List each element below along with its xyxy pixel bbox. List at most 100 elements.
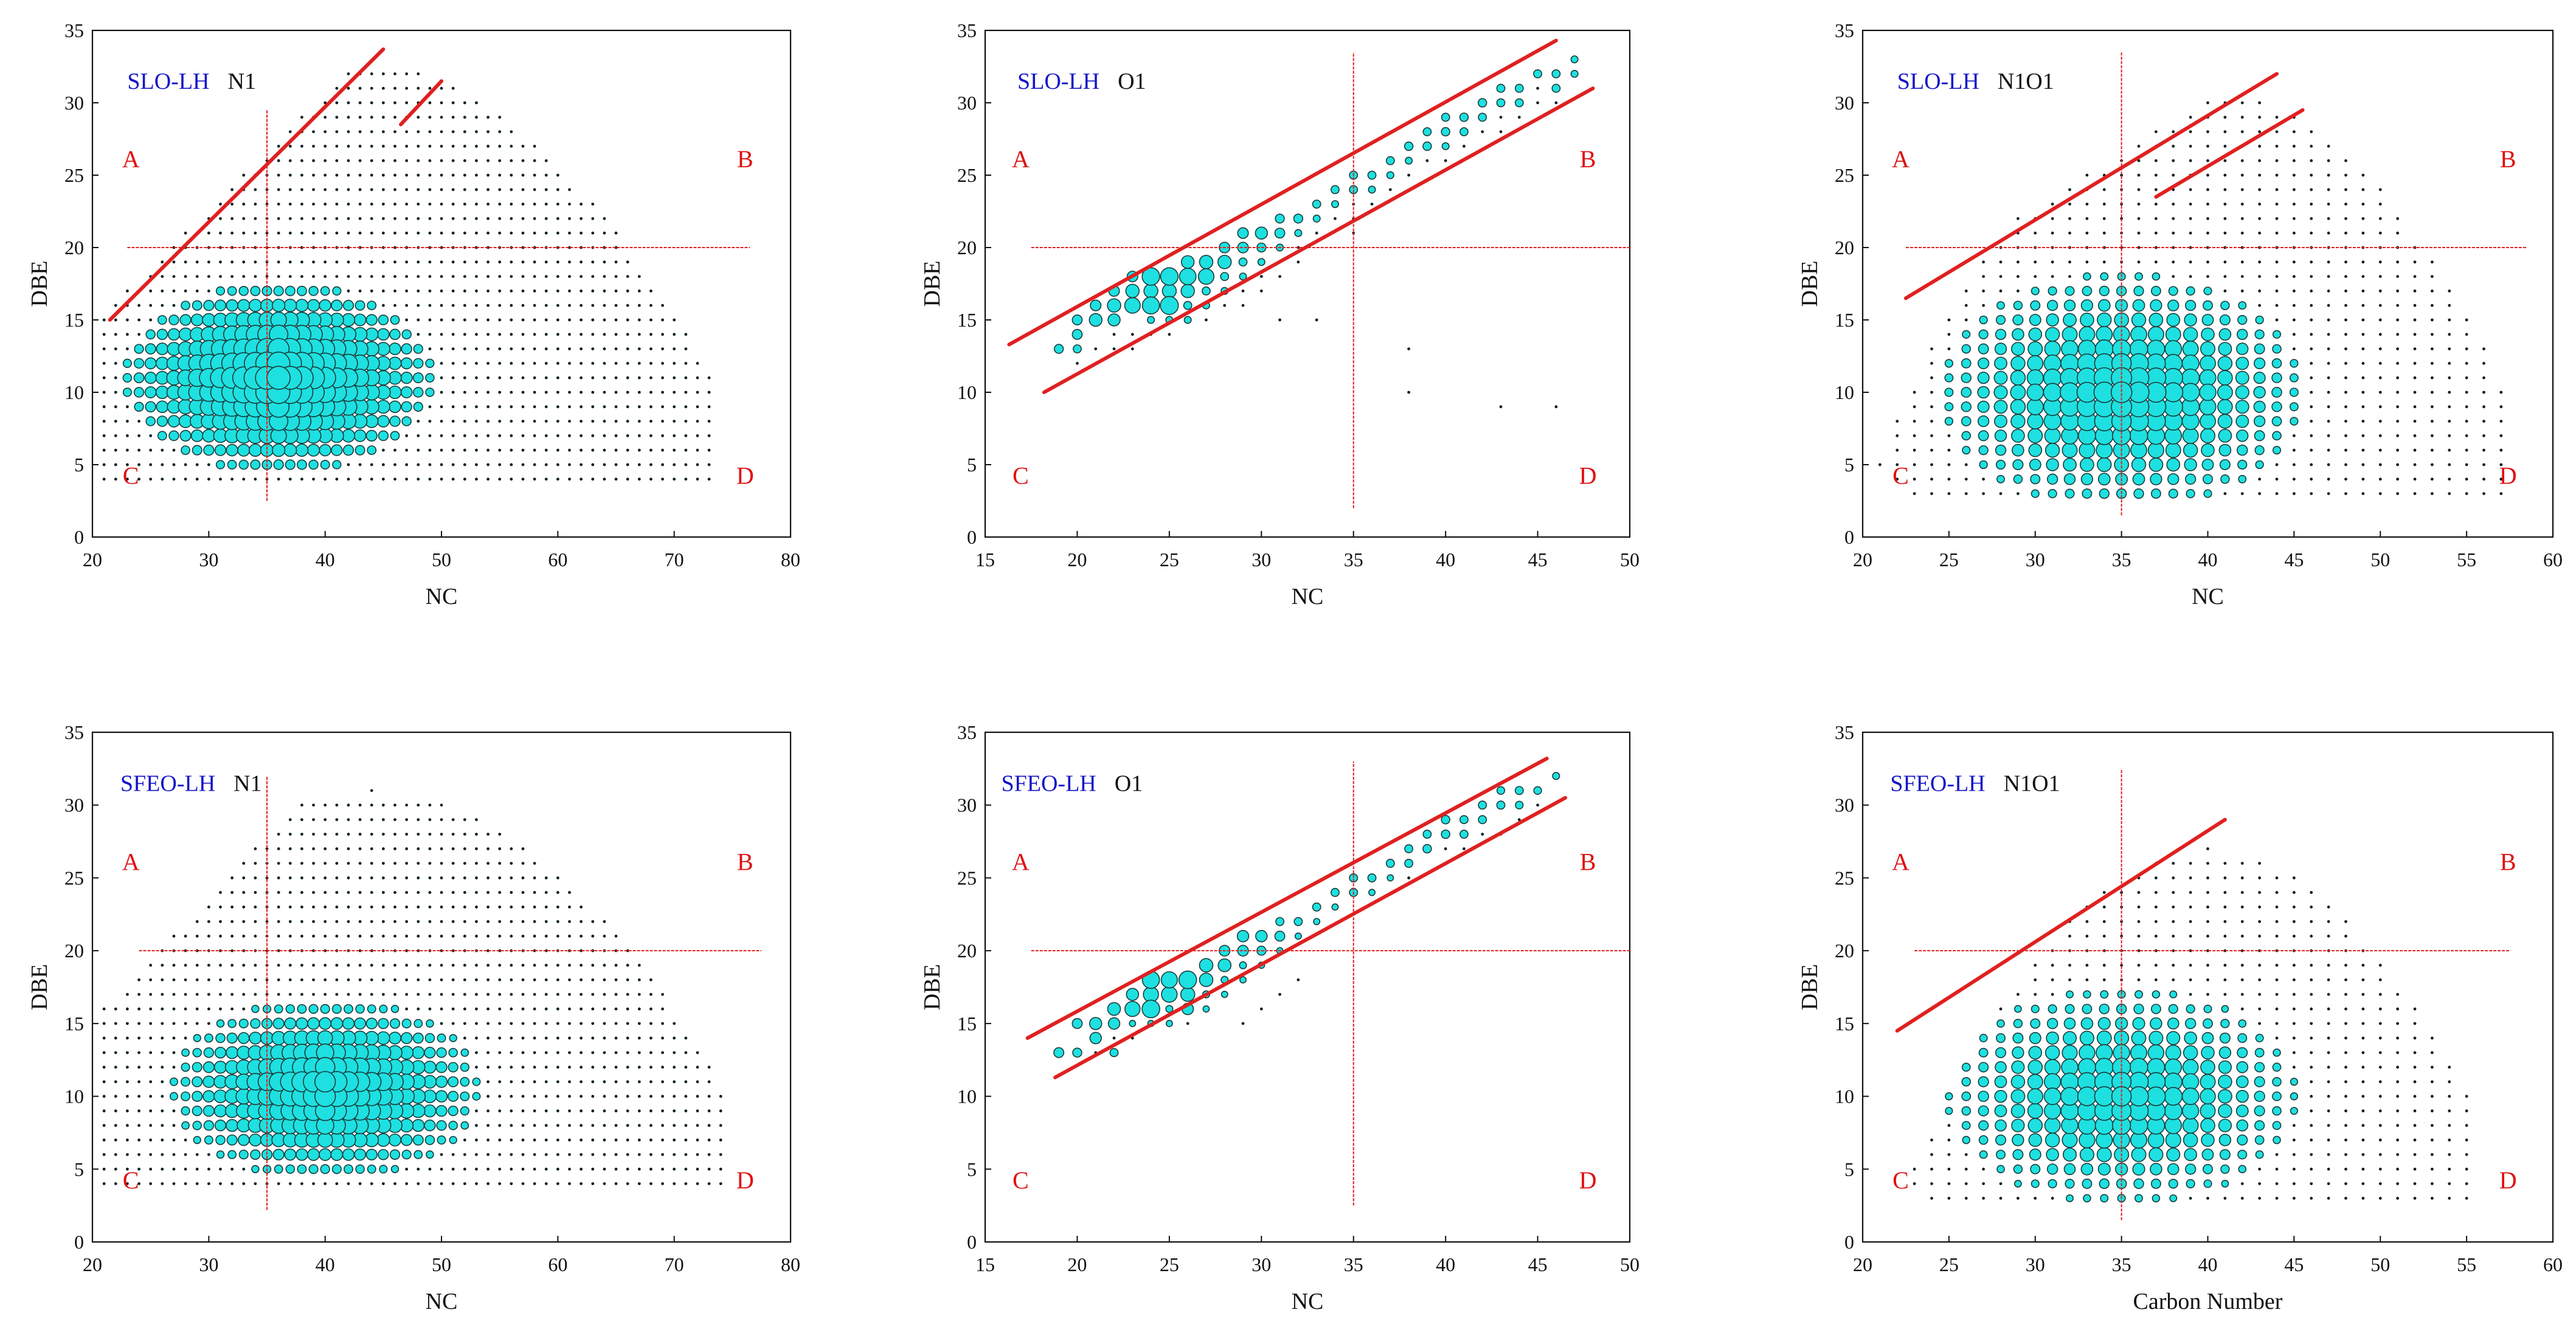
- scatter-point: [405, 130, 408, 134]
- scatter-point: [2135, 272, 2143, 281]
- boundary-line: [1025, 757, 1549, 1040]
- scatter-point: [2034, 275, 2037, 278]
- scatter-point: [260, 443, 274, 457]
- scatter-point: [1202, 286, 1211, 296]
- scatter-point: [437, 1033, 446, 1043]
- scatter-point: [161, 1066, 164, 1069]
- scatter-point: [2026, 383, 2045, 401]
- scatter-point: [324, 188, 327, 192]
- scatter-point: [2218, 1118, 2232, 1132]
- scatter-point: [213, 1104, 227, 1118]
- scatter-point: [2361, 1124, 2365, 1127]
- scatter-point: [324, 963, 327, 967]
- scatter-point: [2027, 1059, 2043, 1075]
- scatter-point: [2085, 173, 2089, 177]
- y-axis-label: DBE: [919, 964, 945, 1010]
- scatter-point: [126, 347, 129, 350]
- scatter-point: [149, 290, 153, 293]
- scatter-point: [2206, 905, 2209, 909]
- scatter-point: [251, 1165, 260, 1174]
- scatter-point: [2062, 442, 2078, 459]
- scatter-point: [195, 920, 199, 923]
- scatter-point: [556, 1182, 559, 1185]
- scatter-point: [2048, 286, 2057, 296]
- scatter-point: [2051, 978, 2054, 982]
- x-tick-label: 50: [1620, 1254, 1639, 1275]
- scatter-point: [2154, 876, 2158, 879]
- scatter-point: [510, 362, 513, 365]
- scatter-point: [226, 1134, 238, 1146]
- scatter-point: [2378, 448, 2382, 452]
- scatter-point: [381, 101, 385, 105]
- scatter-point: [2240, 905, 2244, 909]
- scatter-point: [568, 1080, 571, 1084]
- scatter-point: [498, 477, 502, 481]
- scatter-point: [440, 420, 443, 423]
- scatter-point: [2063, 473, 2076, 485]
- scatter-point: [2258, 963, 2262, 967]
- scatter-point: [2361, 434, 2365, 437]
- scatter-point: [288, 477, 292, 481]
- scatter-point: [207, 978, 210, 982]
- scatter-point: [2062, 1044, 2078, 1061]
- scatter-point: [2413, 1051, 2417, 1055]
- scatter-point: [347, 72, 350, 75]
- scatter-point: [195, 963, 199, 967]
- scatter-point: [1496, 786, 1506, 795]
- scatter-point: [707, 1182, 711, 1185]
- scatter-point: [568, 376, 571, 380]
- scatter-point: [2102, 905, 2106, 909]
- scatter-point: [219, 978, 222, 982]
- scatter-point: [591, 920, 595, 923]
- scatter-point: [463, 333, 466, 336]
- scatter-point: [145, 401, 156, 413]
- scatter-point: [2413, 318, 2417, 322]
- scatter-point: [2189, 188, 2192, 192]
- scatter-point: [381, 890, 385, 894]
- scatter-point: [649, 434, 653, 437]
- scatter-point: [181, 1121, 190, 1130]
- scatter-point: [2027, 1103, 2043, 1119]
- scatter-point: [2448, 463, 2451, 466]
- data-marks: [102, 789, 722, 1185]
- scatter-point: [277, 876, 280, 879]
- scatter-point: [265, 920, 269, 923]
- scatter-point: [521, 1124, 525, 1127]
- scatter-point: [1496, 800, 1506, 810]
- scatter-point: [172, 1022, 176, 1025]
- scatter-point: [580, 1022, 583, 1025]
- scatter-point: [2378, 217, 2382, 220]
- scatter-point: [2378, 1066, 2382, 1069]
- scatter-point: [486, 203, 490, 206]
- scatter-point: [684, 1182, 688, 1185]
- scatter-point: [1964, 492, 1968, 495]
- scatter-point: [2361, 1007, 2365, 1011]
- scatter-point: [237, 1134, 250, 1146]
- scatter-point: [568, 905, 571, 909]
- scatter-point: [649, 1007, 653, 1011]
- scatter-point: [486, 376, 490, 380]
- scatter-point: [556, 173, 559, 177]
- data-marks: [102, 72, 711, 481]
- scatter-point: [428, 203, 432, 206]
- scatter-point: [2292, 1153, 2296, 1156]
- scatter-point: [1160, 971, 1178, 989]
- scatter-point: [417, 116, 420, 119]
- scatter-point: [2189, 862, 2192, 865]
- scatter-point: [591, 978, 595, 982]
- x-tick-label: 35: [1344, 1254, 1363, 1275]
- scatter-point: [195, 275, 199, 278]
- scatter-point: [440, 303, 443, 307]
- scatter-point: [2310, 477, 2313, 481]
- scatter-point: [2044, 341, 2061, 358]
- scatter-point: [114, 1080, 117, 1084]
- scatter-point: [347, 890, 350, 894]
- scatter-point: [2327, 347, 2330, 350]
- scatter-point: [556, 231, 559, 235]
- scatter-point: [161, 1051, 164, 1055]
- scatter-point: [2310, 934, 2313, 938]
- scatter-point: [475, 862, 478, 865]
- scatter-point: [428, 173, 432, 177]
